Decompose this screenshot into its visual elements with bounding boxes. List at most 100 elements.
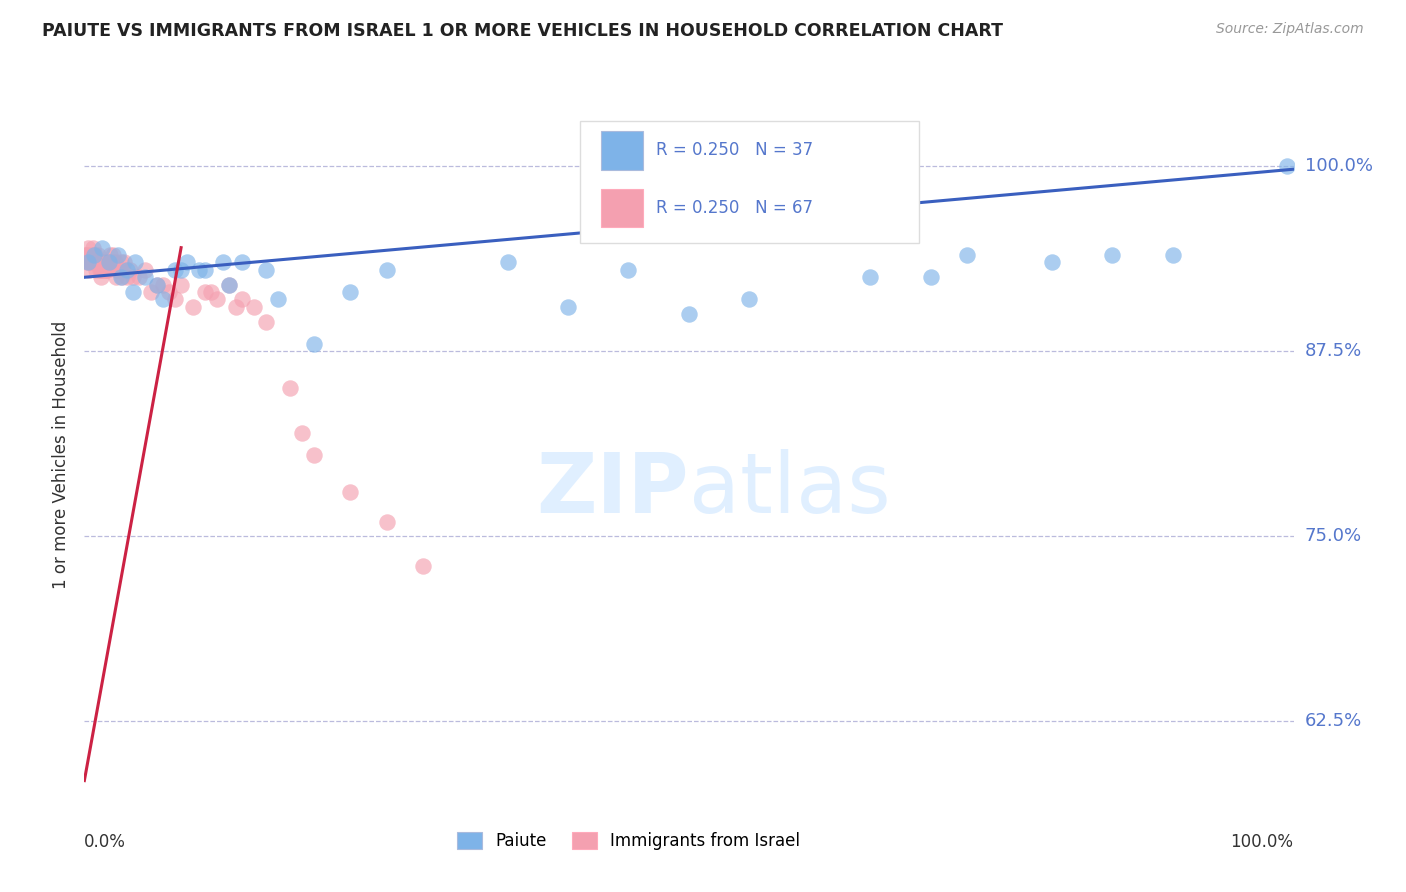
Point — [100, 255, 122, 269]
Point — [291, 425, 314, 440]
Point — [188, 263, 211, 277]
Point — [496, 255, 519, 269]
Point — [82, 241, 104, 255]
Point — [242, 300, 264, 314]
Point — [231, 293, 253, 307]
Point — [254, 315, 277, 329]
Point — [90, 263, 112, 277]
Point — [79, 248, 101, 262]
Point — [97, 255, 120, 269]
Point — [90, 270, 112, 285]
Point — [89, 263, 111, 277]
Point — [128, 270, 150, 285]
Point — [75, 248, 97, 262]
Point — [86, 263, 108, 277]
Point — [77, 263, 100, 277]
Point — [115, 263, 138, 277]
Point — [1040, 255, 1063, 269]
Point — [157, 285, 180, 299]
Point — [93, 255, 115, 269]
Point — [112, 263, 135, 277]
Point — [212, 255, 235, 269]
Point — [77, 241, 100, 255]
Point — [225, 300, 247, 314]
Point — [121, 285, 143, 299]
Point — [94, 263, 117, 277]
Point — [82, 248, 104, 262]
Point — [165, 293, 187, 307]
Point — [254, 263, 277, 277]
Point — [139, 285, 162, 299]
Point — [1101, 248, 1123, 262]
Point — [170, 277, 193, 292]
Point — [207, 293, 229, 307]
Point — [84, 248, 107, 262]
Point — [375, 515, 398, 529]
Point — [98, 248, 121, 262]
Point — [76, 255, 98, 269]
Point — [80, 255, 103, 269]
Text: 0.0%: 0.0% — [84, 833, 127, 851]
Text: 62.5%: 62.5% — [1305, 713, 1362, 731]
Point — [176, 255, 198, 269]
Point — [94, 263, 117, 277]
Point — [103, 248, 125, 262]
Point — [617, 263, 640, 277]
FancyBboxPatch shape — [581, 121, 918, 243]
Point — [124, 255, 146, 269]
Point — [200, 285, 222, 299]
Point — [91, 263, 114, 277]
Point — [194, 263, 217, 277]
Text: R = 0.250   N = 37: R = 0.250 N = 37 — [657, 141, 814, 159]
Point — [120, 263, 142, 277]
Point — [194, 285, 217, 299]
Point — [170, 263, 193, 277]
Point — [375, 263, 398, 277]
Point — [218, 277, 240, 292]
Point — [231, 255, 253, 269]
Point — [557, 300, 579, 314]
Point — [165, 263, 187, 277]
Legend: Paiute, Immigrants from Israel: Paiute, Immigrants from Israel — [450, 826, 807, 857]
Point — [859, 270, 882, 285]
Point — [77, 255, 100, 269]
Point — [87, 255, 110, 269]
Point — [80, 255, 103, 269]
Y-axis label: 1 or more Vehicles in Household: 1 or more Vehicles in Household — [52, 321, 70, 589]
Point — [110, 270, 132, 285]
Point — [152, 293, 174, 307]
Point — [97, 255, 120, 269]
Text: R = 0.250   N = 67: R = 0.250 N = 67 — [657, 199, 813, 217]
Point — [101, 255, 124, 269]
Point — [956, 248, 979, 262]
Point — [83, 248, 105, 262]
Text: Source: ZipAtlas.com: Source: ZipAtlas.com — [1216, 22, 1364, 37]
FancyBboxPatch shape — [600, 189, 643, 227]
Point — [146, 277, 169, 292]
Point — [115, 270, 138, 285]
Point — [84, 255, 107, 269]
Point — [107, 263, 129, 277]
Point — [267, 293, 290, 307]
Text: 100.0%: 100.0% — [1230, 833, 1294, 851]
Text: ZIP: ZIP — [537, 450, 689, 530]
Point — [94, 255, 117, 269]
Point — [87, 255, 110, 269]
Point — [339, 484, 361, 499]
Text: 87.5%: 87.5% — [1305, 343, 1362, 360]
Point — [218, 277, 240, 292]
Point — [104, 255, 127, 269]
Point — [77, 255, 100, 269]
FancyBboxPatch shape — [600, 131, 643, 169]
Point — [112, 255, 135, 269]
Point — [302, 337, 325, 351]
Point — [302, 448, 325, 462]
Text: 75.0%: 75.0% — [1305, 527, 1362, 545]
Point — [278, 381, 301, 395]
Point — [91, 241, 114, 255]
Point — [104, 270, 127, 285]
Point — [1161, 248, 1184, 262]
Point — [96, 263, 118, 277]
Point — [86, 248, 108, 262]
Point — [412, 558, 434, 573]
